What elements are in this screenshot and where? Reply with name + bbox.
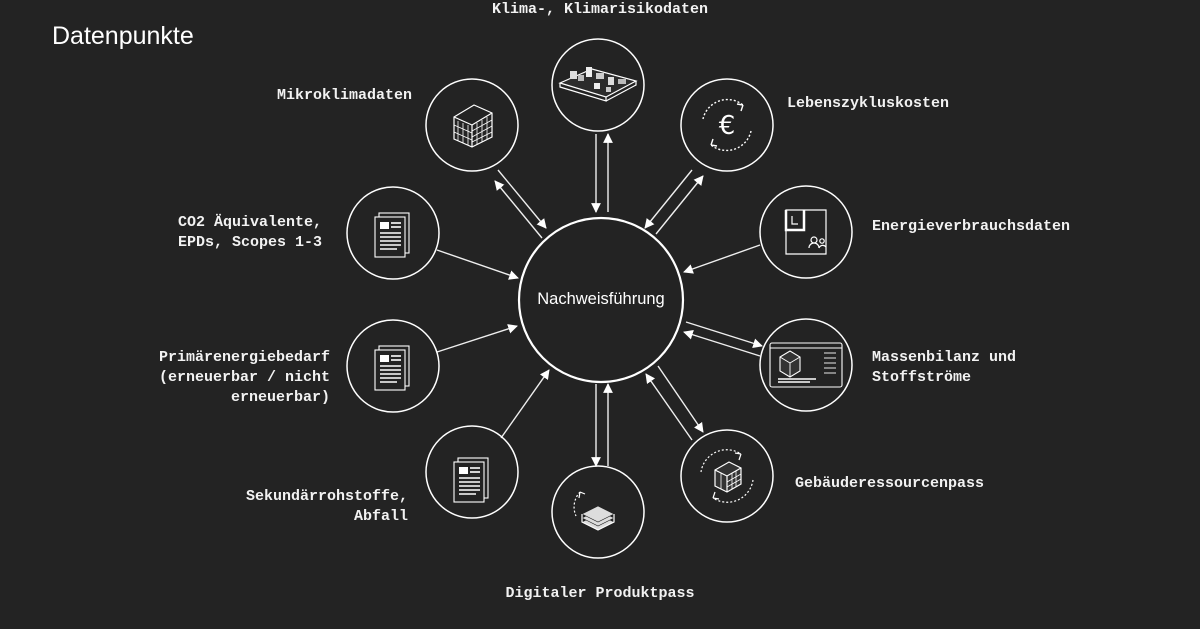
- label-klima: Klima-, Klimarisikodaten: [491, 1, 709, 18]
- node-circle-klima: [551, 38, 645, 132]
- label-sekundaer: Sekundärrohstoffe, Abfall: [245, 488, 408, 525]
- arrow-mikro-to-hub: [497, 169, 547, 229]
- node-circle-lebens: [680, 78, 774, 172]
- page-title: Datenpunkte: [52, 22, 194, 50]
- building-icon: [453, 104, 493, 148]
- arrow-massen-to-hub: [683, 329, 761, 357]
- arrow-sekundaer-to-hub: [500, 369, 550, 439]
- label-energie: Energieverbrauchsdaten: [872, 218, 1071, 235]
- arrow-energie-to-hub: [683, 244, 761, 274]
- node-circle-mikro: [425, 78, 519, 172]
- document-icon: [453, 457, 489, 503]
- label-lebens: Lebenszykluskosten: [787, 95, 950, 112]
- document-icon: [374, 345, 410, 391]
- dashboard-icon: [769, 342, 843, 388]
- label-co2: CO2 Äquivalente, EPDs, Scopes 1-3: [177, 214, 322, 251]
- label-produkt: Digitaler Produktpass: [505, 585, 695, 602]
- arrow-gebaeude-to-hub: [645, 373, 693, 441]
- label-mikro: Mikroklimadaten: [276, 87, 412, 104]
- hub-label: Nachweisführung: [537, 290, 665, 308]
- label-primaer: Primärenergiebedarf (erneuerbar / nicht …: [158, 349, 330, 406]
- node-circle-primaer: [346, 319, 440, 413]
- city-model-icon: [558, 67, 638, 102]
- node-circle-co2: [346, 186, 440, 280]
- arrow-lebens-to-hub: [644, 169, 693, 229]
- svg-text:€: €: [719, 111, 736, 141]
- floorplan-users-icon: [784, 209, 827, 255]
- arrow-hub-to-massen: [685, 321, 763, 349]
- material-stack-icon: [573, 491, 615, 531]
- label-gebaeude: Gebäuderessourcenpass: [795, 475, 985, 492]
- arrow-hub-to-lebens: [655, 175, 704, 235]
- building-cycle-icon: [700, 449, 754, 503]
- arrow-hub-to-mikro: [494, 180, 543, 239]
- hub-circle: [517, 216, 685, 384]
- node-circle-produkt: [551, 465, 645, 559]
- label-massen: Massenbilanz und Stoffströme: [872, 349, 1017, 386]
- node-circle-energie: [759, 185, 853, 279]
- arrow-co2-to-hub: [436, 249, 519, 280]
- node-circle-massen: [759, 318, 853, 412]
- node-circle-sekundaer: [425, 425, 519, 519]
- arrow-primaer-to-hub: [436, 324, 518, 353]
- arrow-hub-to-gebaeude: [657, 365, 704, 433]
- euro-cycle-icon: €: [702, 98, 752, 152]
- node-circle-gebaeude: [680, 429, 774, 523]
- document-icon: [374, 212, 410, 258]
